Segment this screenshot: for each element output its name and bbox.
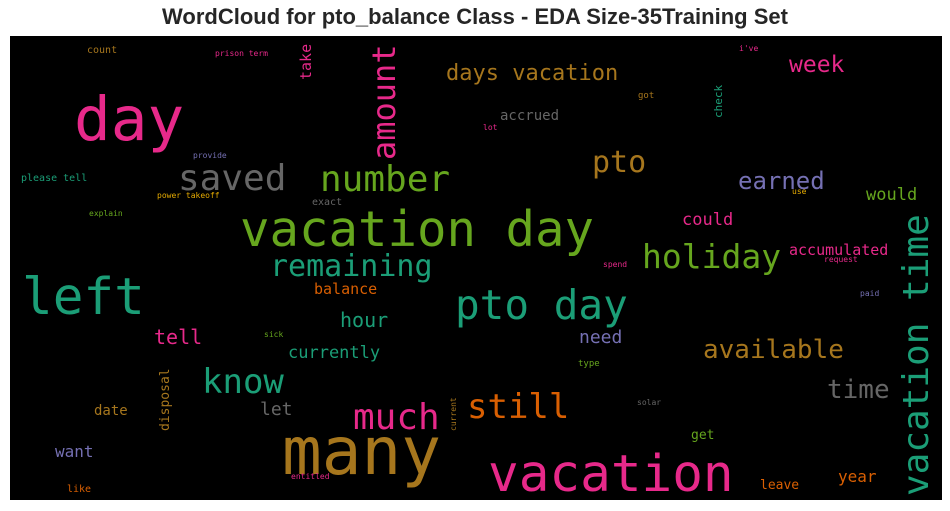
word-holiday: holiday xyxy=(642,237,781,276)
word-please-tell: please tell xyxy=(21,173,87,184)
word-use: use xyxy=(792,187,807,196)
word-let: let xyxy=(260,399,293,420)
word-accrued: accrued xyxy=(500,108,559,124)
word-days-vacation: days vacation xyxy=(446,61,618,86)
word-like: like xyxy=(67,484,91,495)
word-currently: currently xyxy=(288,343,380,363)
word-solar: solar xyxy=(637,398,661,407)
word-entitled: entitled xyxy=(291,472,330,481)
word-year: year xyxy=(838,467,877,486)
word-time: time xyxy=(827,375,890,405)
word-power-takeoff: power takeoff xyxy=(157,191,220,200)
word-pto-day: pto day xyxy=(455,281,628,329)
word-vacation-day: vacation day xyxy=(240,201,594,258)
word-day: day xyxy=(74,84,184,155)
word-week: week xyxy=(789,52,845,78)
word-provide: provide xyxy=(193,151,227,160)
word-pto: pto xyxy=(592,145,646,180)
word-tell: tell xyxy=(154,325,202,349)
word-saved: saved xyxy=(178,158,286,199)
word-accumulated: accumulated xyxy=(789,241,888,259)
word-current: current xyxy=(449,397,458,431)
word-explain: explain xyxy=(89,209,123,218)
wordcloud-canvas: many vacation vacation day day left pto day va… xyxy=(10,36,942,500)
word-sick: sick xyxy=(264,330,283,339)
word-number: number xyxy=(320,159,450,200)
word-i-ve: i've xyxy=(739,44,758,53)
word-balance: balance xyxy=(314,280,377,298)
word-disposal: disposal xyxy=(158,368,173,431)
word-could: could xyxy=(682,210,733,230)
word-would: would xyxy=(866,185,917,205)
word-get: get xyxy=(691,428,714,443)
word-available: available xyxy=(703,335,844,365)
word-know: know xyxy=(202,362,284,402)
word-much: much xyxy=(353,397,440,438)
word-date: date xyxy=(94,403,128,419)
word-take: take xyxy=(297,44,315,80)
word-need: need xyxy=(579,327,622,348)
word-lot: lot xyxy=(483,123,498,132)
word-leave: leave xyxy=(760,478,799,493)
word-left: left xyxy=(22,268,145,327)
word-spend: spend xyxy=(603,260,627,269)
word-vacation-time: vacation time xyxy=(896,214,937,496)
word-earned: earned xyxy=(738,167,825,195)
word-got: got xyxy=(638,91,654,101)
word-type: type xyxy=(578,359,600,369)
word-amount: amount xyxy=(365,44,403,160)
word-hour: hour xyxy=(340,308,388,332)
word-want: want xyxy=(55,442,94,461)
word-vacation: vacation xyxy=(488,445,734,500)
word-count: count xyxy=(87,45,117,56)
word-request: request xyxy=(824,255,858,264)
word-check: check xyxy=(712,85,725,118)
wordcloud-svg: many vacation vacation day day left pto day va… xyxy=(21,44,937,500)
word-exact: exact xyxy=(312,197,342,208)
word-prison-term: prison term xyxy=(215,49,268,58)
word-still: still xyxy=(467,387,569,427)
word-remaining: remaining xyxy=(270,249,433,284)
chart-title: WordCloud for pto_balance Class - EDA Si… xyxy=(162,4,788,29)
word-paid: paid xyxy=(860,289,879,298)
word-many: many xyxy=(282,413,441,490)
